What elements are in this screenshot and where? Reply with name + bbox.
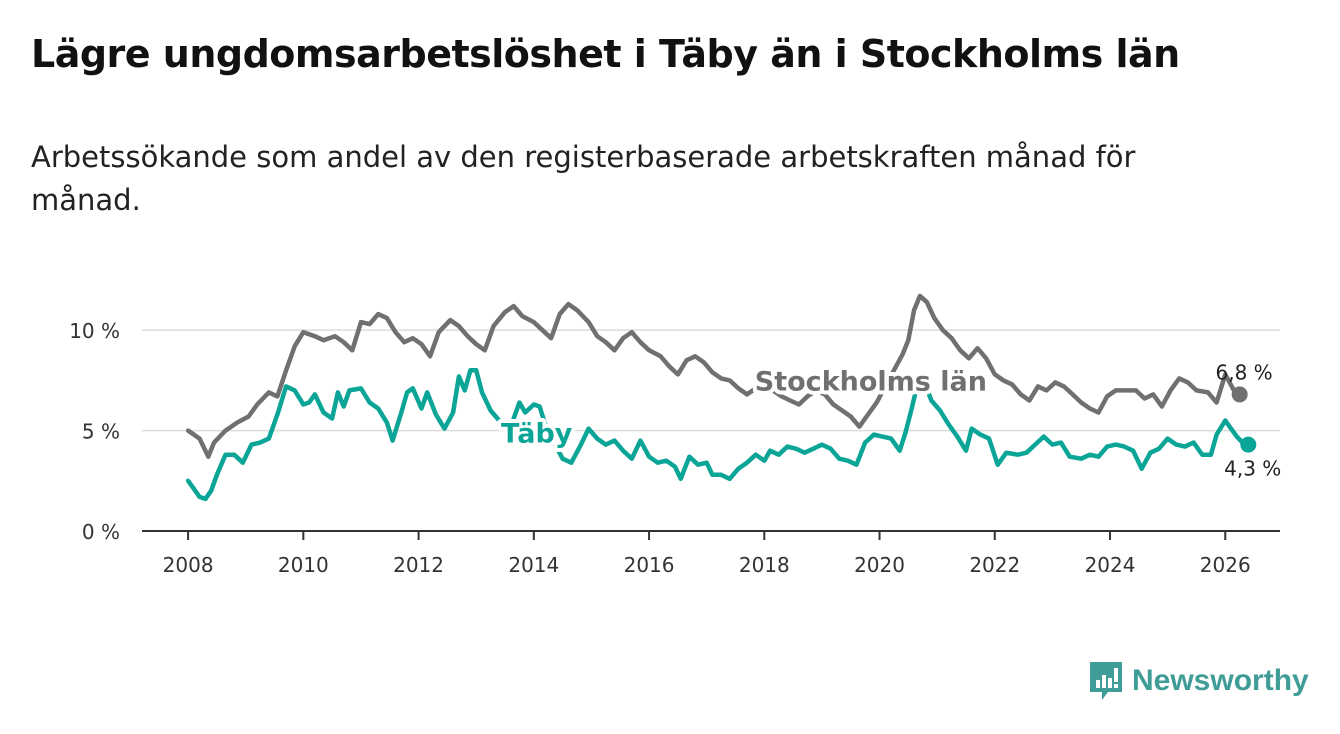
y-tick-label: 5 % xyxy=(82,420,120,444)
chart-title: Lägre ungdomsarbetslöshet i Täby än i St… xyxy=(31,32,1180,76)
x-tick-label: 2026 xyxy=(1200,553,1251,577)
end-label-taby: 4,3 % xyxy=(1224,457,1281,481)
series-annotation-stockholm: Stockholms län xyxy=(755,366,987,397)
x-tick-label: 2014 xyxy=(508,553,559,577)
newsworthy-logo-text: Newsworthy xyxy=(1132,664,1309,697)
newsworthy-logo-icon xyxy=(1090,662,1122,700)
x-tick-label: 2008 xyxy=(163,553,214,577)
x-tick-label: 2012 xyxy=(393,553,444,577)
chart-subtitle: Arbetssökande som andel av den registerb… xyxy=(31,140,1136,217)
series-line-taby xyxy=(185,368,1251,502)
x-tick-label: 2020 xyxy=(854,553,905,577)
series-layer xyxy=(185,293,1257,502)
y-tick-label: 10 % xyxy=(69,319,120,343)
series-line-stockholm xyxy=(185,293,1242,459)
label-layer: 6,8 % 4,3 % Stockholms län Täby xyxy=(497,360,1281,481)
end-marker-stockholm xyxy=(1231,386,1248,403)
series-annotation-taby: Täby xyxy=(501,419,573,450)
x-tick-label: 2016 xyxy=(624,553,675,577)
x-tick-label: 2024 xyxy=(1085,553,1136,577)
end-marker-taby xyxy=(1240,436,1257,453)
grid-layer: 0 % 5 % 10 % 2008 2010 2012 2014 2016 2018 2020 20… xyxy=(69,319,1280,577)
y-tick-label: 0 % xyxy=(82,520,120,544)
newsworthy-logo: Newsworthy xyxy=(1088,660,1309,702)
x-tick-label: 2022 xyxy=(969,553,1020,577)
end-label-stockholm: 6,8 % xyxy=(1215,360,1272,384)
x-tick-label: 2010 xyxy=(278,553,329,577)
x-tick-label: 2018 xyxy=(739,553,790,577)
